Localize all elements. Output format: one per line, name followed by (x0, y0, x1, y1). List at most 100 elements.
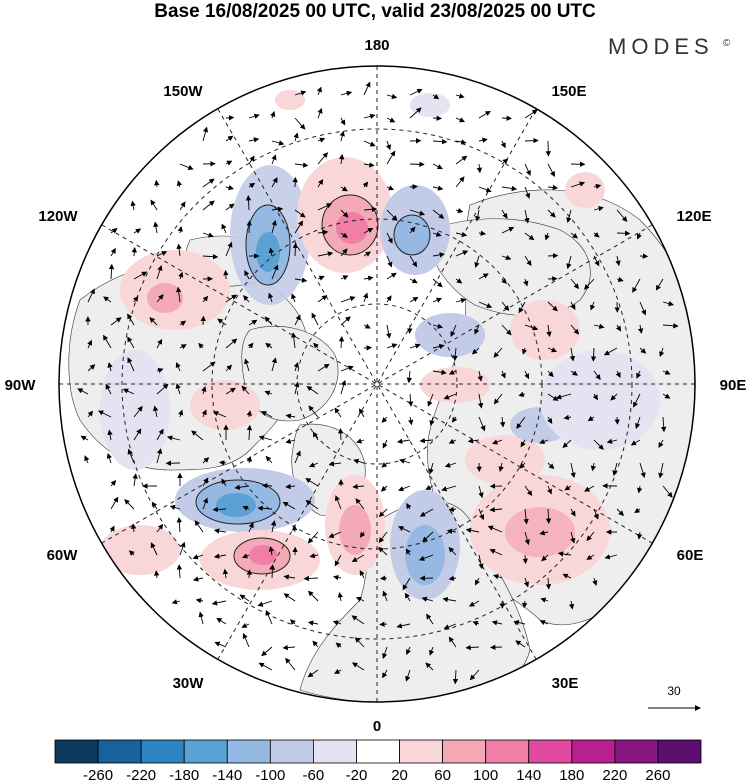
wind-vector (386, 232, 393, 244)
wind-vector (363, 275, 374, 281)
wind-vector (386, 117, 396, 123)
colorbar-swatch (356, 739, 400, 764)
wind-vector (225, 364, 233, 372)
wind-vector (547, 184, 559, 191)
wind-vector (271, 206, 284, 212)
wind-vector (523, 577, 530, 588)
brand-logo: MODES (608, 34, 714, 59)
wind-vector (317, 152, 328, 165)
wind-vector (242, 632, 250, 648)
wind-vector (110, 247, 116, 257)
label-150e: 150E (551, 83, 586, 100)
wind-vector (153, 221, 159, 234)
wind-vector (441, 485, 457, 492)
land-masses (68, 189, 695, 702)
wind-vector (202, 200, 215, 211)
wind-vector (132, 295, 139, 303)
negative-anomaly-labrador-center (216, 493, 256, 517)
wind-vector (569, 347, 576, 362)
wind-vector (176, 243, 182, 257)
wind-vector (294, 220, 304, 234)
wind-vector (317, 137, 326, 143)
colorbar-tick-label: 20 (391, 767, 408, 783)
wind-vector (523, 508, 529, 525)
wind-vector (80, 435, 89, 441)
wind-vector (150, 199, 158, 211)
wind-vector (133, 405, 143, 418)
wind-vector (432, 297, 443, 303)
wind-vector (248, 137, 260, 143)
wind-vector (489, 549, 503, 556)
wind-vector (339, 130, 345, 142)
wind-vector (166, 435, 181, 441)
wind-vector (198, 611, 204, 625)
wind-vector (639, 347, 647, 354)
wind-vector (351, 662, 365, 671)
wind-vector (303, 575, 319, 582)
wind-vector (465, 527, 480, 534)
colorbar-swatch (399, 739, 443, 764)
wind-vector (293, 361, 299, 372)
wind-vector (151, 501, 158, 510)
colorbar-swatch (54, 739, 99, 764)
wind-vector (501, 209, 508, 219)
wind-vector (201, 409, 207, 418)
wind-vector (340, 365, 354, 372)
wind-vector (351, 615, 365, 625)
wind-vector (518, 301, 526, 314)
wind-vector (175, 383, 181, 395)
wind-vector (419, 508, 434, 517)
wind-vector (615, 255, 621, 267)
wind-vector (432, 115, 442, 121)
wind-vector (202, 477, 209, 487)
wind-vector (317, 275, 325, 281)
wind-vector (381, 416, 388, 423)
wind-vector (515, 640, 526, 648)
wind-vector (213, 528, 227, 534)
wind-vector (547, 485, 553, 495)
wind-vector (245, 195, 252, 211)
wind-vector (524, 109, 538, 119)
wind-vector (524, 137, 539, 144)
wind-vector (340, 316, 351, 326)
positive-anomaly-siberia (510, 300, 580, 360)
contour-lines (195, 194, 431, 575)
wind-vector (246, 569, 252, 579)
wind-vector (539, 438, 549, 444)
wind-vector (616, 209, 628, 222)
wind-vector (539, 530, 549, 536)
wind-vector (179, 163, 194, 170)
wind-vector (562, 439, 572, 449)
wind-vector (493, 393, 503, 405)
wind-vector (570, 531, 576, 544)
wind-vector (452, 347, 458, 362)
wind-vector (271, 219, 277, 234)
reference-vector: 30 (648, 684, 701, 711)
wind-vector (662, 393, 671, 399)
wind-vector (409, 343, 421, 349)
wind-vector (294, 209, 306, 218)
colorbar-tick-label: -260 (83, 767, 113, 783)
wind-vector (478, 273, 489, 280)
map-border (58, 65, 696, 703)
positive-anomaly-japan (565, 172, 605, 208)
wind-vector (468, 600, 480, 607)
wind-vector (177, 226, 183, 234)
wind-vector (352, 483, 365, 490)
wind-vector (593, 439, 604, 450)
wind-vector (77, 388, 89, 395)
wind-vector (404, 592, 411, 602)
wind-vector (198, 342, 204, 349)
wind-vector (307, 590, 319, 602)
wind-vector (448, 438, 457, 444)
wind-vector (566, 255, 572, 270)
wind-vector (242, 553, 250, 559)
wind-vector (270, 111, 276, 119)
wind-vector (432, 231, 442, 237)
colorbar: -260 -220 -180 -140 -100 -60 -20 20 60 100 140 180 2… (54, 739, 702, 783)
wind-vector (243, 295, 250, 303)
wind-vector (639, 462, 646, 479)
wind-vector (382, 669, 388, 679)
wind-vector (211, 600, 227, 606)
wind-vector (340, 209, 349, 218)
